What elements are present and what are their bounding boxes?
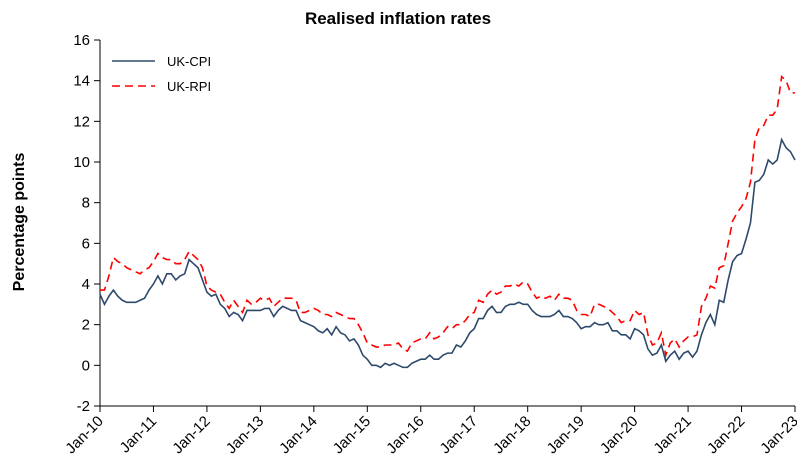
- x-tick-label: Jan-17: [437, 413, 481, 457]
- y-axis-label: Percentage points: [11, 153, 28, 292]
- y-tick-label: 2: [82, 317, 90, 334]
- legend-label: UK-CPI: [167, 54, 211, 69]
- x-tick-label: Jan-10: [62, 413, 106, 457]
- x-tick-label: Jan-16: [383, 413, 427, 457]
- x-tick-label: Jan-15: [330, 413, 374, 457]
- x-tick-label: Jan-21: [650, 413, 694, 457]
- chart-title: Realised inflation rates: [305, 9, 491, 28]
- y-tick-label: 4: [82, 276, 90, 293]
- legend-label: UK-RPI: [167, 79, 211, 94]
- y-tick-label: 0: [82, 357, 90, 374]
- series-line: [100, 74, 795, 359]
- x-tick-label: Jan-11: [117, 413, 161, 457]
- x-tick-label: Jan-22: [704, 413, 748, 457]
- x-tick-label: Jan-12: [169, 413, 213, 457]
- y-tick-label: 6: [82, 235, 90, 252]
- y-tick-label: 10: [73, 154, 90, 171]
- y-tick-label: 12: [73, 113, 90, 130]
- x-tick-label: Jan-14: [276, 413, 320, 457]
- x-tick-label: Jan-13: [223, 413, 267, 457]
- x-tick-label: Jan-23: [757, 413, 797, 457]
- y-tick-label: 14: [73, 73, 90, 90]
- y-tick-label: 8: [82, 195, 90, 212]
- y-tick-label: 16: [73, 32, 90, 49]
- series-line: [99, 137, 796, 369]
- x-tick-label: Jan-18: [490, 413, 534, 457]
- x-tick-label: Jan-20: [597, 413, 641, 457]
- y-tick-label: -2: [77, 398, 90, 415]
- x-tick-label: Jan-19: [544, 413, 588, 457]
